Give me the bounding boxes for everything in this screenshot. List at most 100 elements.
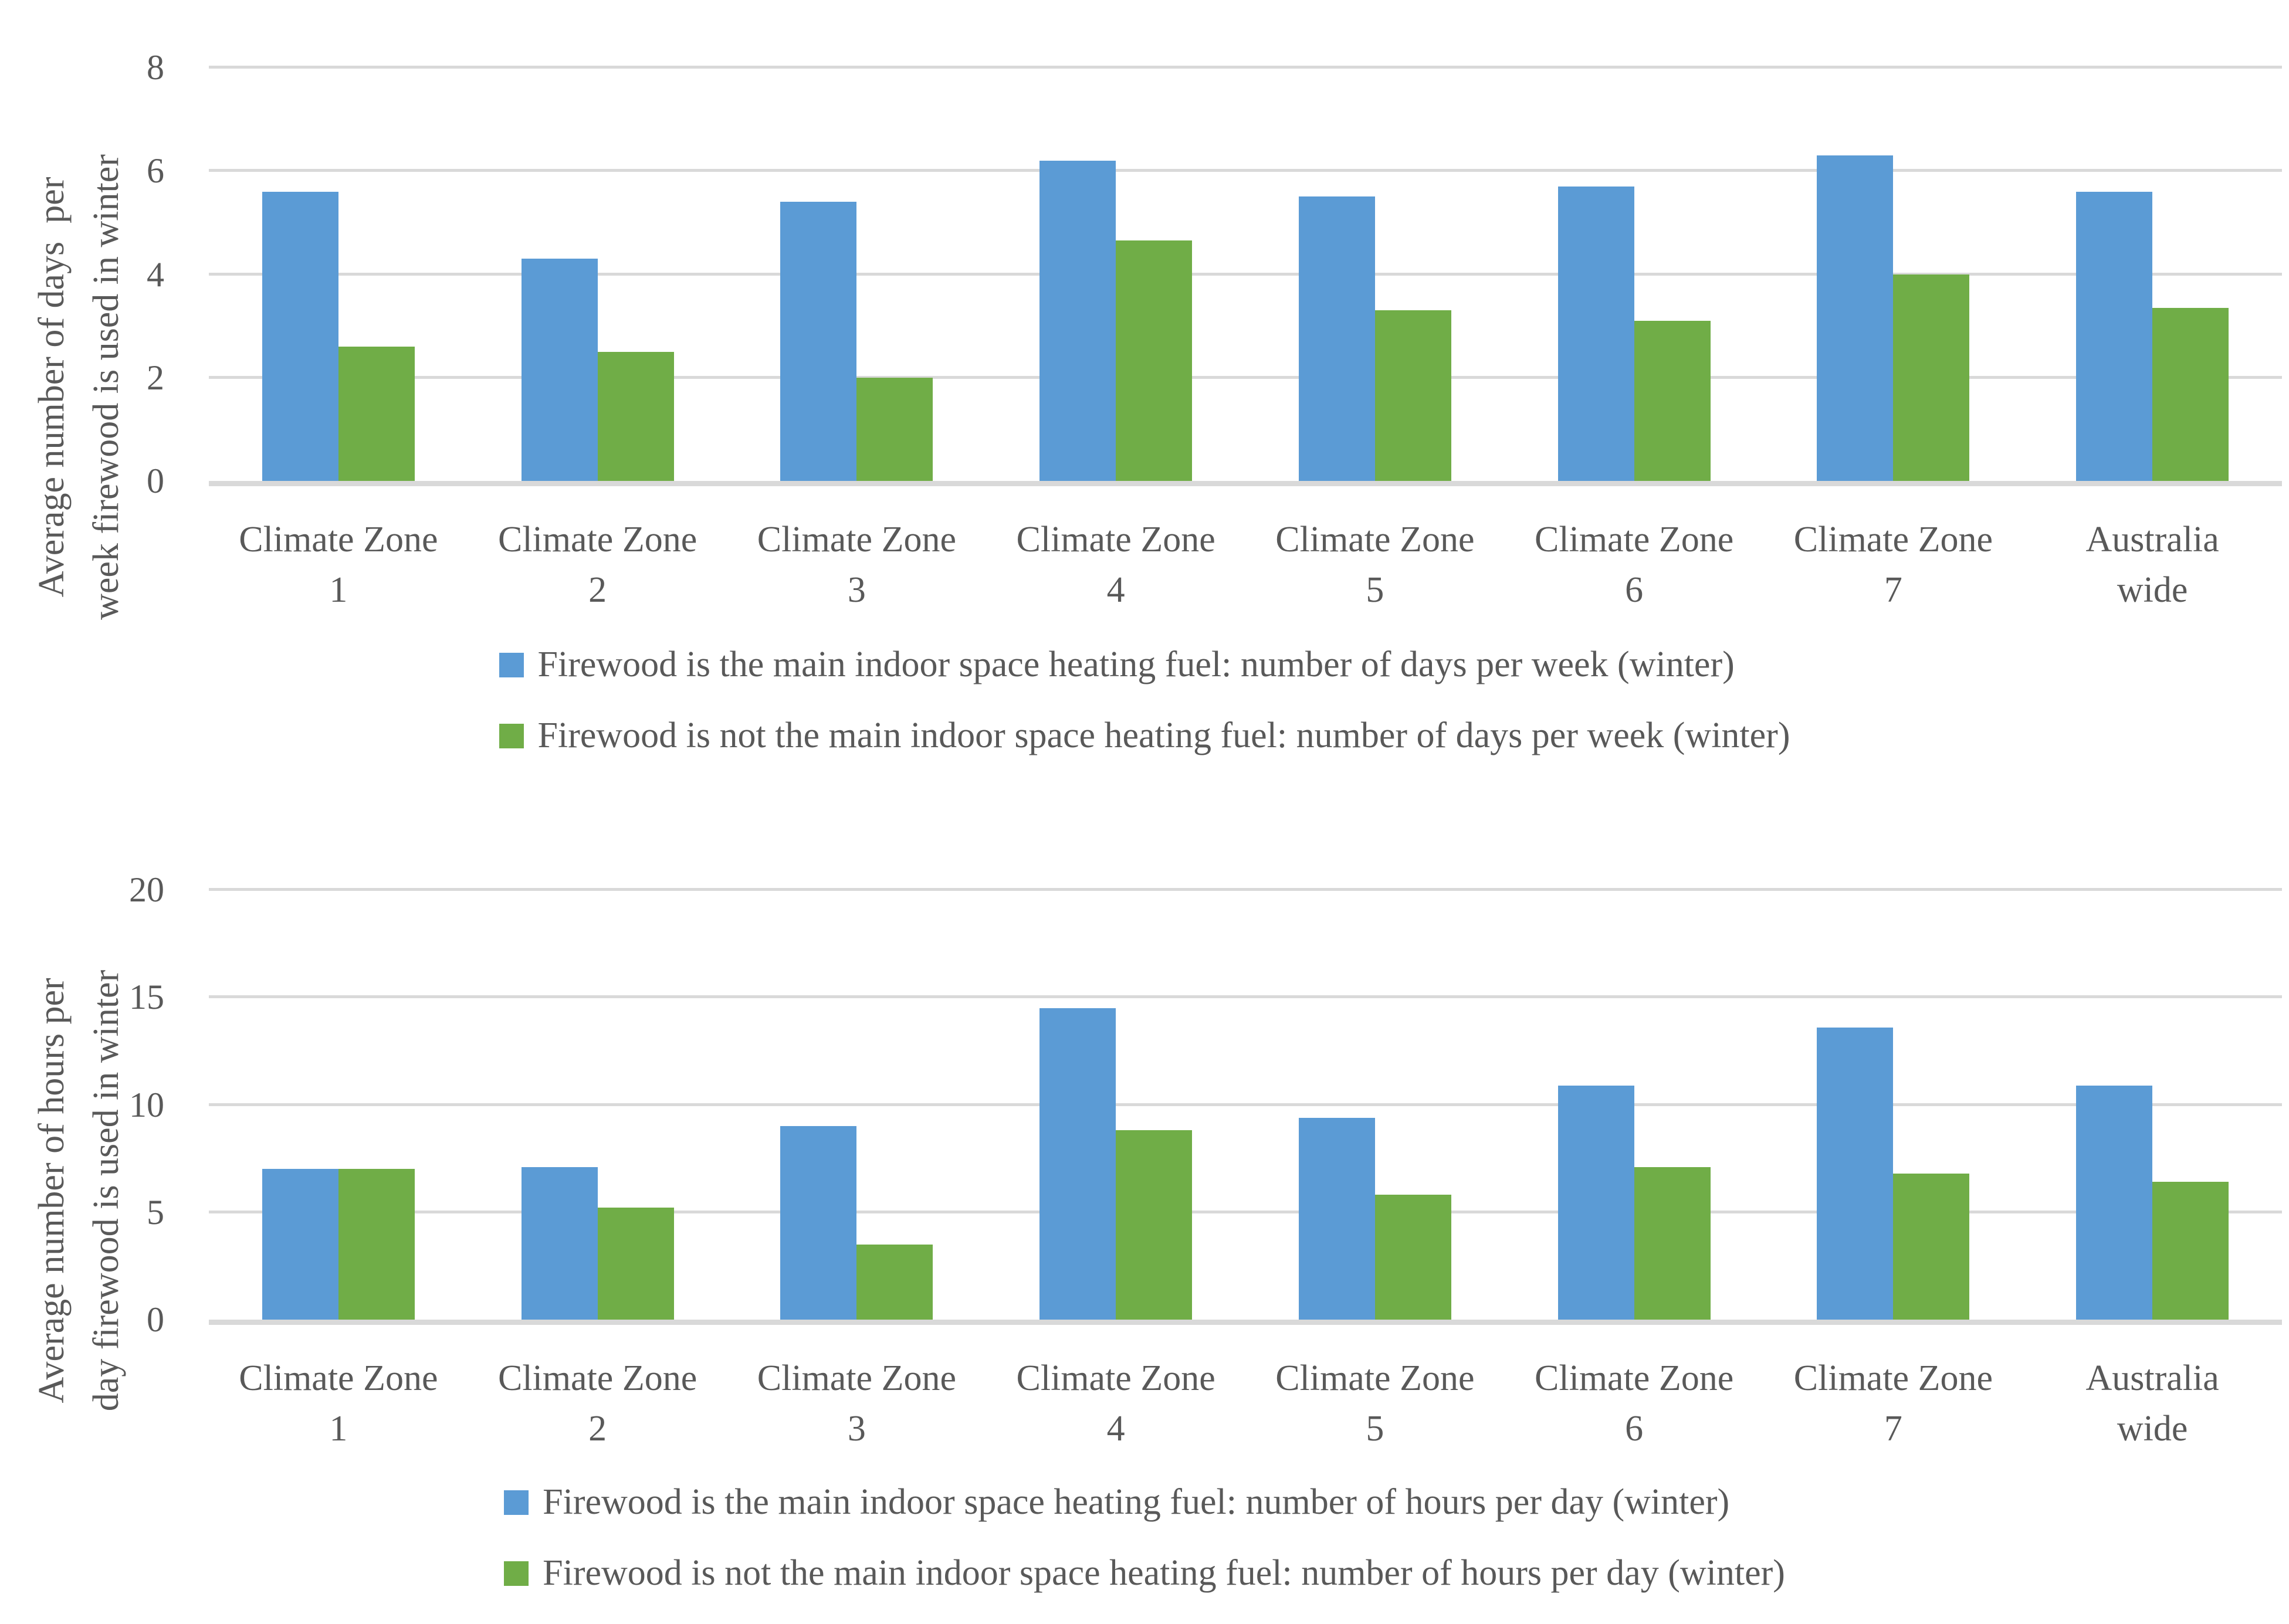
gridlines-days	[209, 66, 2282, 486]
legend-item: Firewood is not the main indoor space he…	[504, 1552, 1785, 1594]
bar-not-main-fuel	[1374, 310, 1451, 481]
bar-not-main-fuel	[1634, 320, 1711, 481]
y-axis-hours: 0 5 10 15 20	[0, 872, 164, 1337]
bar-main-fuel	[2076, 191, 2153, 481]
bar-not-main-fuel	[338, 346, 415, 481]
category-label: Climate Zone 4	[1016, 1358, 1215, 1449]
category-label: Climate Zone 1	[239, 1358, 438, 1449]
y-axis-days: 0 2 4 6 8	[0, 50, 164, 499]
bar-not-main-fuel	[2152, 1182, 2229, 1320]
bar-not-main-fuel	[1634, 1167, 1711, 1320]
x-axis-line	[209, 481, 2282, 486]
bar-main-fuel	[262, 1169, 338, 1320]
category-group	[1245, 67, 1505, 481]
gridline	[209, 66, 2282, 69]
gridlines-hours	[209, 888, 2282, 1325]
bar-not-main-fuel	[1893, 1173, 1970, 1320]
bar-main-fuel	[521, 1167, 598, 1320]
category-label: Climate Zone 3	[757, 1358, 956, 1449]
x-axis-line	[209, 1320, 2282, 1325]
category-label: Australia wide	[2085, 1358, 2219, 1449]
y-tick-label: 2	[147, 358, 164, 397]
category-group	[727, 890, 987, 1320]
category-label: Climate Zone 3	[757, 520, 956, 610]
bar-not-main-fuel	[597, 351, 674, 481]
category-group	[1505, 67, 1764, 481]
bar-not-main-fuel	[1116, 240, 1193, 481]
bar-main-fuel	[1557, 186, 1634, 481]
bar-not-main-fuel	[2152, 307, 2229, 481]
bars-hours	[209, 890, 2282, 1320]
category-group	[1505, 890, 1764, 1320]
category-label: Climate Zone 5	[1275, 520, 1475, 610]
gridline	[209, 995, 2282, 999]
category-label: Climate Zone 7	[1793, 520, 1993, 610]
legend-label: Firewood is the main indoor space heatin…	[537, 645, 1735, 684]
category-label: Climate Zone 2	[498, 520, 697, 610]
bar-not-main-fuel	[856, 377, 933, 481]
category-label: Climate Zone 6	[1535, 520, 1734, 610]
y-tick-label: 20	[129, 870, 164, 909]
category-label: Climate Zone 5	[1275, 1358, 1475, 1449]
bar-main-fuel	[2076, 1085, 2153, 1320]
category-label: Climate Zone 2	[498, 1358, 697, 1449]
bar-main-fuel	[1039, 160, 1116, 481]
category-group	[986, 67, 1245, 481]
category-group	[1764, 67, 2023, 481]
bar-main-fuel	[1039, 1008, 1116, 1320]
plot-area-hours	[209, 888, 2282, 1325]
legend-swatch-icon	[499, 723, 524, 748]
bar-main-fuel	[1817, 1027, 1894, 1320]
legend-box: Firewood is the main indoor space heatin…	[504, 1481, 1785, 1624]
legend-item: Firewood is the main indoor space heatin…	[504, 1481, 1785, 1523]
bar-main-fuel	[780, 202, 857, 481]
gridline	[209, 1103, 2282, 1106]
gridline	[209, 375, 2282, 379]
y-tick-label: 4	[147, 255, 164, 294]
legend-label: Firewood is not the main indoor space he…	[537, 716, 1790, 756]
category-group	[2023, 890, 2282, 1320]
legend-box: Firewood is the main indoor space heatin…	[499, 644, 1790, 786]
y-tick-label: 6	[147, 151, 164, 191]
y-tick-label: 8	[147, 48, 164, 87]
y-tick-label: 5	[147, 1192, 164, 1232]
category-group	[468, 890, 727, 1320]
gridline	[209, 1210, 2282, 1213]
legend-swatch-icon	[504, 1561, 529, 1586]
bar-not-main-fuel	[338, 1169, 415, 1320]
category-group	[727, 67, 987, 481]
x-axis-hours: Climate Zone 1 Climate Zone 2 Climate Zone…	[209, 1354, 2282, 1454]
bar-main-fuel	[1298, 1117, 1375, 1320]
category-group	[1764, 890, 2023, 1320]
category-group	[986, 890, 1245, 1320]
bar-not-main-fuel	[1116, 1130, 1193, 1320]
legend-item: Firewood is not the main indoor space he…	[499, 715, 1790, 757]
bar-not-main-fuel	[1374, 1195, 1451, 1320]
y-tick-label: 15	[129, 978, 164, 1017]
y-tick-label: 0	[147, 1300, 164, 1339]
legend-label: Firewood is not the main indoor space he…	[543, 1553, 1785, 1594]
category-label: Australia wide	[2085, 520, 2219, 610]
category-label: Climate Zone 7	[1793, 1358, 1993, 1449]
bars-days	[209, 67, 2282, 481]
gridline	[209, 888, 2282, 891]
bar-main-fuel	[521, 259, 598, 481]
legend-swatch-icon	[504, 1490, 529, 1515]
category-group	[2023, 67, 2282, 481]
y-tick-label: 0	[147, 462, 164, 500]
legend-swatch-icon	[499, 652, 524, 677]
category-label: Climate Zone 6	[1535, 1358, 1734, 1449]
category-label: Climate Zone 4	[1016, 520, 1215, 610]
x-axis-days: Climate Zone 1 Climate Zone 2 Climate Zone…	[209, 515, 2282, 615]
legend-label: Firewood is the main indoor space heatin…	[543, 1482, 1730, 1522]
bar-main-fuel	[1298, 196, 1375, 481]
legend-hours: Firewood is the main indoor space heatin…	[0, 1481, 2289, 1624]
bar-not-main-fuel	[856, 1244, 933, 1320]
gridline	[209, 169, 2282, 172]
gridline	[209, 272, 2282, 276]
plot-area-days	[209, 66, 2282, 486]
category-group	[468, 67, 727, 481]
category-label: Climate Zone 1	[239, 520, 438, 610]
bar-main-fuel	[1817, 155, 1894, 481]
